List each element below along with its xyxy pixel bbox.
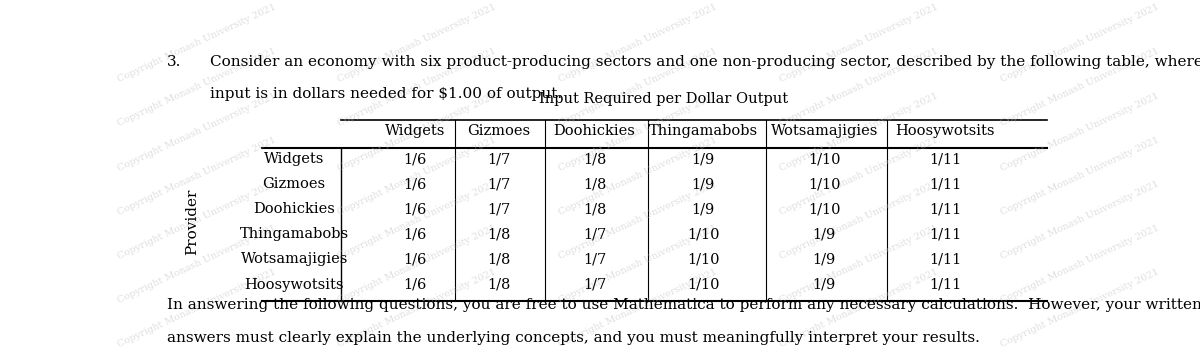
Text: 1/6: 1/6	[403, 202, 427, 216]
Text: 1/8: 1/8	[583, 177, 606, 191]
Text: Hoosywotsits: Hoosywotsits	[895, 124, 995, 138]
Text: 3.: 3.	[167, 55, 181, 68]
Text: Provider: Provider	[185, 189, 199, 255]
Text: 1/7: 1/7	[583, 252, 606, 266]
Text: Copyright Monash University 2021: Copyright Monash University 2021	[116, 47, 277, 129]
Text: Thingamabobs: Thingamabobs	[649, 124, 758, 138]
Text: Gizmoes: Gizmoes	[263, 177, 325, 191]
Text: 1/10: 1/10	[808, 202, 840, 216]
Text: Consider an economy with six product-producing sectors and one non-producing sec: Consider an economy with six product-pro…	[210, 55, 1200, 68]
Text: Copyright Monash University 2021: Copyright Monash University 2021	[337, 135, 498, 217]
Text: input is in dollars needed for $1.00 of output.: input is in dollars needed for $1.00 of …	[210, 87, 563, 101]
Text: 1/9: 1/9	[691, 177, 715, 191]
Text: Copyright Monash University 2021: Copyright Monash University 2021	[337, 3, 498, 84]
Text: 1/7: 1/7	[583, 227, 606, 241]
Text: 1/9: 1/9	[812, 252, 836, 266]
Text: Hoosywotsits: Hoosywotsits	[245, 278, 344, 291]
Text: Copyright Monash University 2021: Copyright Monash University 2021	[779, 179, 940, 261]
Text: Copyright Monash University 2021: Copyright Monash University 2021	[116, 179, 277, 261]
Text: Gizmoes: Gizmoes	[467, 124, 530, 138]
Text: 1/8: 1/8	[487, 278, 510, 291]
Text: 1/6: 1/6	[403, 252, 427, 266]
Text: 1/7: 1/7	[487, 152, 510, 166]
Text: Thingamabobs: Thingamabobs	[240, 227, 349, 241]
Text: In answering the following questions, you are free to use Mathematica to perform: In answering the following questions, yo…	[167, 299, 1200, 312]
Text: Copyright Monash University 2021: Copyright Monash University 2021	[558, 91, 719, 173]
Text: 1/6: 1/6	[403, 177, 427, 191]
Text: Copyright Monash University 2021: Copyright Monash University 2021	[779, 135, 940, 217]
Text: 1/11: 1/11	[929, 227, 961, 241]
Text: Input Required per Dollar Output: Input Required per Dollar Output	[539, 92, 788, 106]
Text: 1/10: 1/10	[808, 177, 840, 191]
Text: 1/10: 1/10	[688, 252, 720, 266]
Text: Copyright Monash University 2021: Copyright Monash University 2021	[1000, 47, 1160, 129]
Text: Copyright Monash University 2021: Copyright Monash University 2021	[1000, 268, 1160, 349]
Text: Copyright Monash University 2021: Copyright Monash University 2021	[779, 223, 940, 305]
Text: 1/6: 1/6	[403, 227, 427, 241]
Text: Copyright Monash University 2021: Copyright Monash University 2021	[1000, 135, 1160, 217]
Text: Copyright Monash University 2021: Copyright Monash University 2021	[779, 268, 940, 349]
Text: Copyright Monash University 2021: Copyright Monash University 2021	[116, 135, 277, 217]
Text: Copyright Monash University 2021: Copyright Monash University 2021	[779, 3, 940, 84]
Text: 1/6: 1/6	[403, 152, 427, 166]
Text: 1/6: 1/6	[403, 278, 427, 291]
Text: Copyright Monash University 2021: Copyright Monash University 2021	[1000, 179, 1160, 261]
Text: 1/9: 1/9	[812, 278, 836, 291]
Text: Copyright Monash University 2021: Copyright Monash University 2021	[116, 91, 277, 173]
Text: Wotsamajigies: Wotsamajigies	[770, 124, 878, 138]
Text: Doohickies: Doohickies	[553, 124, 636, 138]
Text: Copyright Monash University 2021: Copyright Monash University 2021	[116, 268, 277, 349]
Text: 1/11: 1/11	[929, 202, 961, 216]
Text: 1/8: 1/8	[487, 227, 510, 241]
Text: Copyright Monash University 2021: Copyright Monash University 2021	[116, 3, 277, 84]
Text: 1/8: 1/8	[583, 202, 606, 216]
Text: Copyright Monash University 2021: Copyright Monash University 2021	[116, 223, 277, 305]
Text: 1/7: 1/7	[583, 278, 606, 291]
Text: Copyright Monash University 2021: Copyright Monash University 2021	[558, 135, 719, 217]
Text: Copyright Monash University 2021: Copyright Monash University 2021	[1000, 91, 1160, 173]
Text: 1/10: 1/10	[808, 152, 840, 166]
Text: 1/7: 1/7	[487, 177, 510, 191]
Text: 1/9: 1/9	[691, 152, 715, 166]
Text: 1/9: 1/9	[691, 202, 715, 216]
Text: 1/11: 1/11	[929, 177, 961, 191]
Text: 1/11: 1/11	[929, 252, 961, 266]
Text: 1/10: 1/10	[688, 227, 720, 241]
Text: Copyright Monash University 2021: Copyright Monash University 2021	[1000, 223, 1160, 305]
Text: Copyright Monash University 2021: Copyright Monash University 2021	[337, 47, 498, 129]
Text: Copyright Monash University 2021: Copyright Monash University 2021	[558, 223, 719, 305]
Text: Copyright Monash University 2021: Copyright Monash University 2021	[337, 268, 498, 349]
Text: 1/7: 1/7	[487, 202, 510, 216]
Text: 1/10: 1/10	[688, 278, 720, 291]
Text: answers must clearly explain the underlying concepts, and you must meaningfully : answers must clearly explain the underly…	[167, 331, 979, 345]
Text: Copyright Monash University 2021: Copyright Monash University 2021	[779, 91, 940, 173]
Text: 1/8: 1/8	[487, 252, 510, 266]
Text: 1/11: 1/11	[929, 152, 961, 166]
Text: Copyright Monash University 2021: Copyright Monash University 2021	[337, 223, 498, 305]
Text: Copyright Monash University 2021: Copyright Monash University 2021	[1000, 3, 1160, 84]
Text: Copyright Monash University 2021: Copyright Monash University 2021	[337, 91, 498, 173]
Text: 1/9: 1/9	[812, 227, 836, 241]
Text: Copyright Monash University 2021: Copyright Monash University 2021	[558, 47, 719, 129]
Text: Widgets: Widgets	[264, 152, 324, 166]
Text: Copyright Monash University 2021: Copyright Monash University 2021	[558, 268, 719, 349]
Text: Copyright Monash University 2021: Copyright Monash University 2021	[558, 179, 719, 261]
Text: 1/8: 1/8	[583, 152, 606, 166]
Text: Doohickies: Doohickies	[253, 202, 335, 216]
Text: Copyright Monash University 2021: Copyright Monash University 2021	[779, 47, 940, 129]
Text: Copyright Monash University 2021: Copyright Monash University 2021	[337, 179, 498, 261]
Text: Wotsamajigies: Wotsamajigies	[240, 252, 348, 266]
Text: 1/11: 1/11	[929, 278, 961, 291]
Text: Widgets: Widgets	[385, 124, 445, 138]
Text: Copyright Monash University 2021: Copyright Monash University 2021	[558, 3, 719, 84]
